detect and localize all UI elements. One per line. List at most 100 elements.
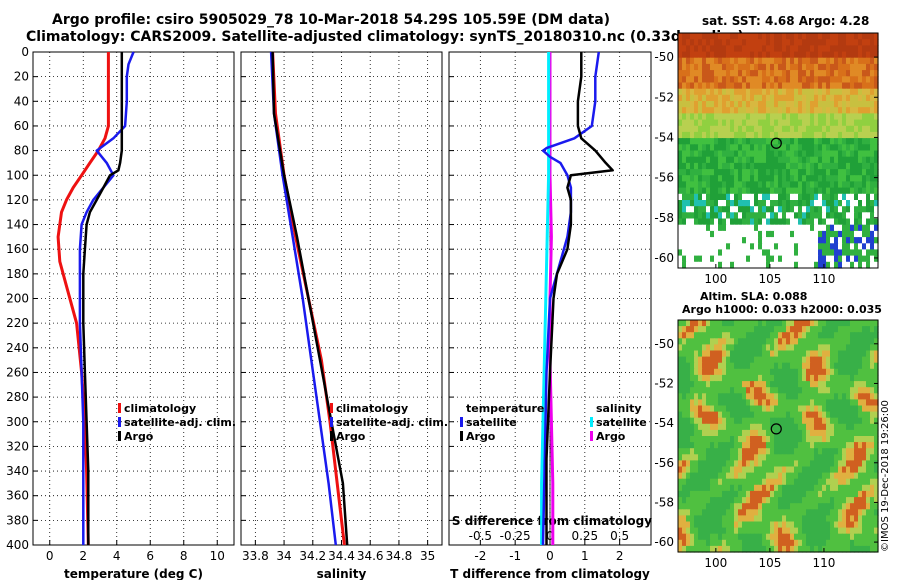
sla_map-cell (826, 521, 831, 529)
depth-tick-label: 400 (6, 538, 29, 552)
sla_map-cell (810, 454, 815, 461)
sst_map-cell (730, 57, 735, 65)
sla_map-cell (726, 362, 731, 370)
sst_map-cell (870, 200, 875, 207)
sla_map-cell (750, 466, 755, 474)
sla_map-cell (810, 405, 815, 413)
sst_map-cell (786, 131, 791, 139)
sla_map-cell (798, 393, 803, 400)
sla_map-cell (718, 490, 723, 498)
sla_map-cell (854, 460, 859, 468)
sst_map-cell (818, 76, 823, 84)
sst_map-cell (706, 94, 711, 102)
sst_map-cell (706, 113, 711, 121)
sla_map-cell (850, 362, 855, 370)
sla_map-cell (870, 356, 875, 364)
sla_map-cell (814, 460, 819, 468)
sla_map-cell (866, 326, 871, 333)
sst_map-cell (774, 249, 779, 257)
sla_map-cell (706, 503, 711, 510)
sst_map-cell (834, 230, 839, 238)
sla_map-cell (694, 344, 699, 352)
sla_map-cell (830, 527, 835, 535)
sst_map-cell (734, 76, 739, 84)
sla_map-cell (794, 374, 799, 382)
sst_map-cell (798, 144, 803, 152)
sst_map-cell (826, 200, 831, 207)
sst_map-cell (698, 243, 703, 251)
sst_map-cell (830, 125, 835, 133)
sla_map-cell (838, 411, 843, 419)
sla_map-cell (710, 344, 715, 352)
sst_map-cell (786, 255, 791, 263)
sla_map-cell (794, 350, 799, 358)
sst_map-cell (754, 63, 759, 71)
sla_map-cell (750, 497, 755, 504)
sla_map-cell (758, 368, 763, 376)
sla_map-cell (794, 423, 799, 431)
sst_map-cell (682, 255, 687, 263)
depth-tick-label: 20 (14, 70, 29, 84)
sst_map-cell (706, 218, 711, 226)
sst_map-cell (834, 144, 839, 152)
sla_map-cell (758, 350, 763, 358)
sst_map-cell (766, 237, 771, 244)
sla_map-cell (754, 527, 759, 535)
sla_map-cell (862, 436, 867, 443)
sla_map-cell (866, 350, 871, 358)
sst_map-cell (830, 51, 835, 59)
sla_map-cell (746, 466, 751, 474)
sst_map-cell (838, 131, 843, 139)
sst_map-cell (814, 107, 819, 114)
sla_map-cell (682, 411, 687, 419)
sst_map-cell (746, 261, 751, 269)
sla_map-cell (710, 338, 715, 345)
sla_map-cell (866, 515, 871, 523)
sla_map-cell (858, 399, 863, 407)
sla_map-cell (746, 521, 751, 529)
sst_map-cell (818, 138, 823, 145)
sla_map-cell (842, 332, 847, 339)
sst_map-cell (738, 218, 743, 226)
sst_map-cell (726, 230, 731, 238)
sst_map-cell (750, 181, 755, 189)
sla_map-cell (742, 515, 747, 523)
sst_map-cell (806, 181, 811, 189)
sst_map-cell (786, 39, 791, 46)
sla_map-cell (862, 338, 867, 345)
sla_map-cell (726, 533, 731, 541)
sla_map-cell (858, 429, 863, 437)
sst_map-cell (866, 57, 871, 65)
sla_map-cell (690, 472, 695, 480)
sst_map-cell (858, 39, 863, 46)
sst_map-cell (690, 193, 695, 201)
sst_map-cell (766, 63, 771, 71)
sst_map-cell (714, 82, 719, 90)
sla_map-cell (790, 527, 795, 535)
difference-s-tick-label: -0.25 (500, 529, 531, 543)
sst_map-cell (870, 88, 875, 96)
sst_map-cell (850, 70, 855, 77)
sla_map-cell (746, 356, 751, 364)
sst_map-cell (818, 224, 823, 232)
sla_map-cell (718, 320, 723, 327)
sla_map-cell (854, 509, 859, 516)
sla_map-cell (766, 454, 771, 461)
sla_map-cell (794, 436, 799, 443)
sst_map-cell (694, 150, 699, 158)
sla_map-cell (810, 320, 815, 327)
sla_map-cell (738, 399, 743, 407)
sla_map-cell (718, 454, 723, 461)
sst_map-cell (822, 39, 827, 46)
sla_map-cell (794, 417, 799, 425)
sla_map-cell (742, 320, 747, 327)
sla_map-cell (702, 356, 707, 364)
sst_map-cell (702, 224, 707, 232)
sst_map-cell (850, 230, 855, 238)
sst_map-cell (726, 181, 731, 189)
sst_map-cell (754, 144, 759, 152)
sla_map-cell (846, 362, 851, 370)
sst_map-cell (806, 94, 811, 102)
sst_map-cell (726, 162, 731, 170)
sst_map-cell (746, 144, 751, 152)
